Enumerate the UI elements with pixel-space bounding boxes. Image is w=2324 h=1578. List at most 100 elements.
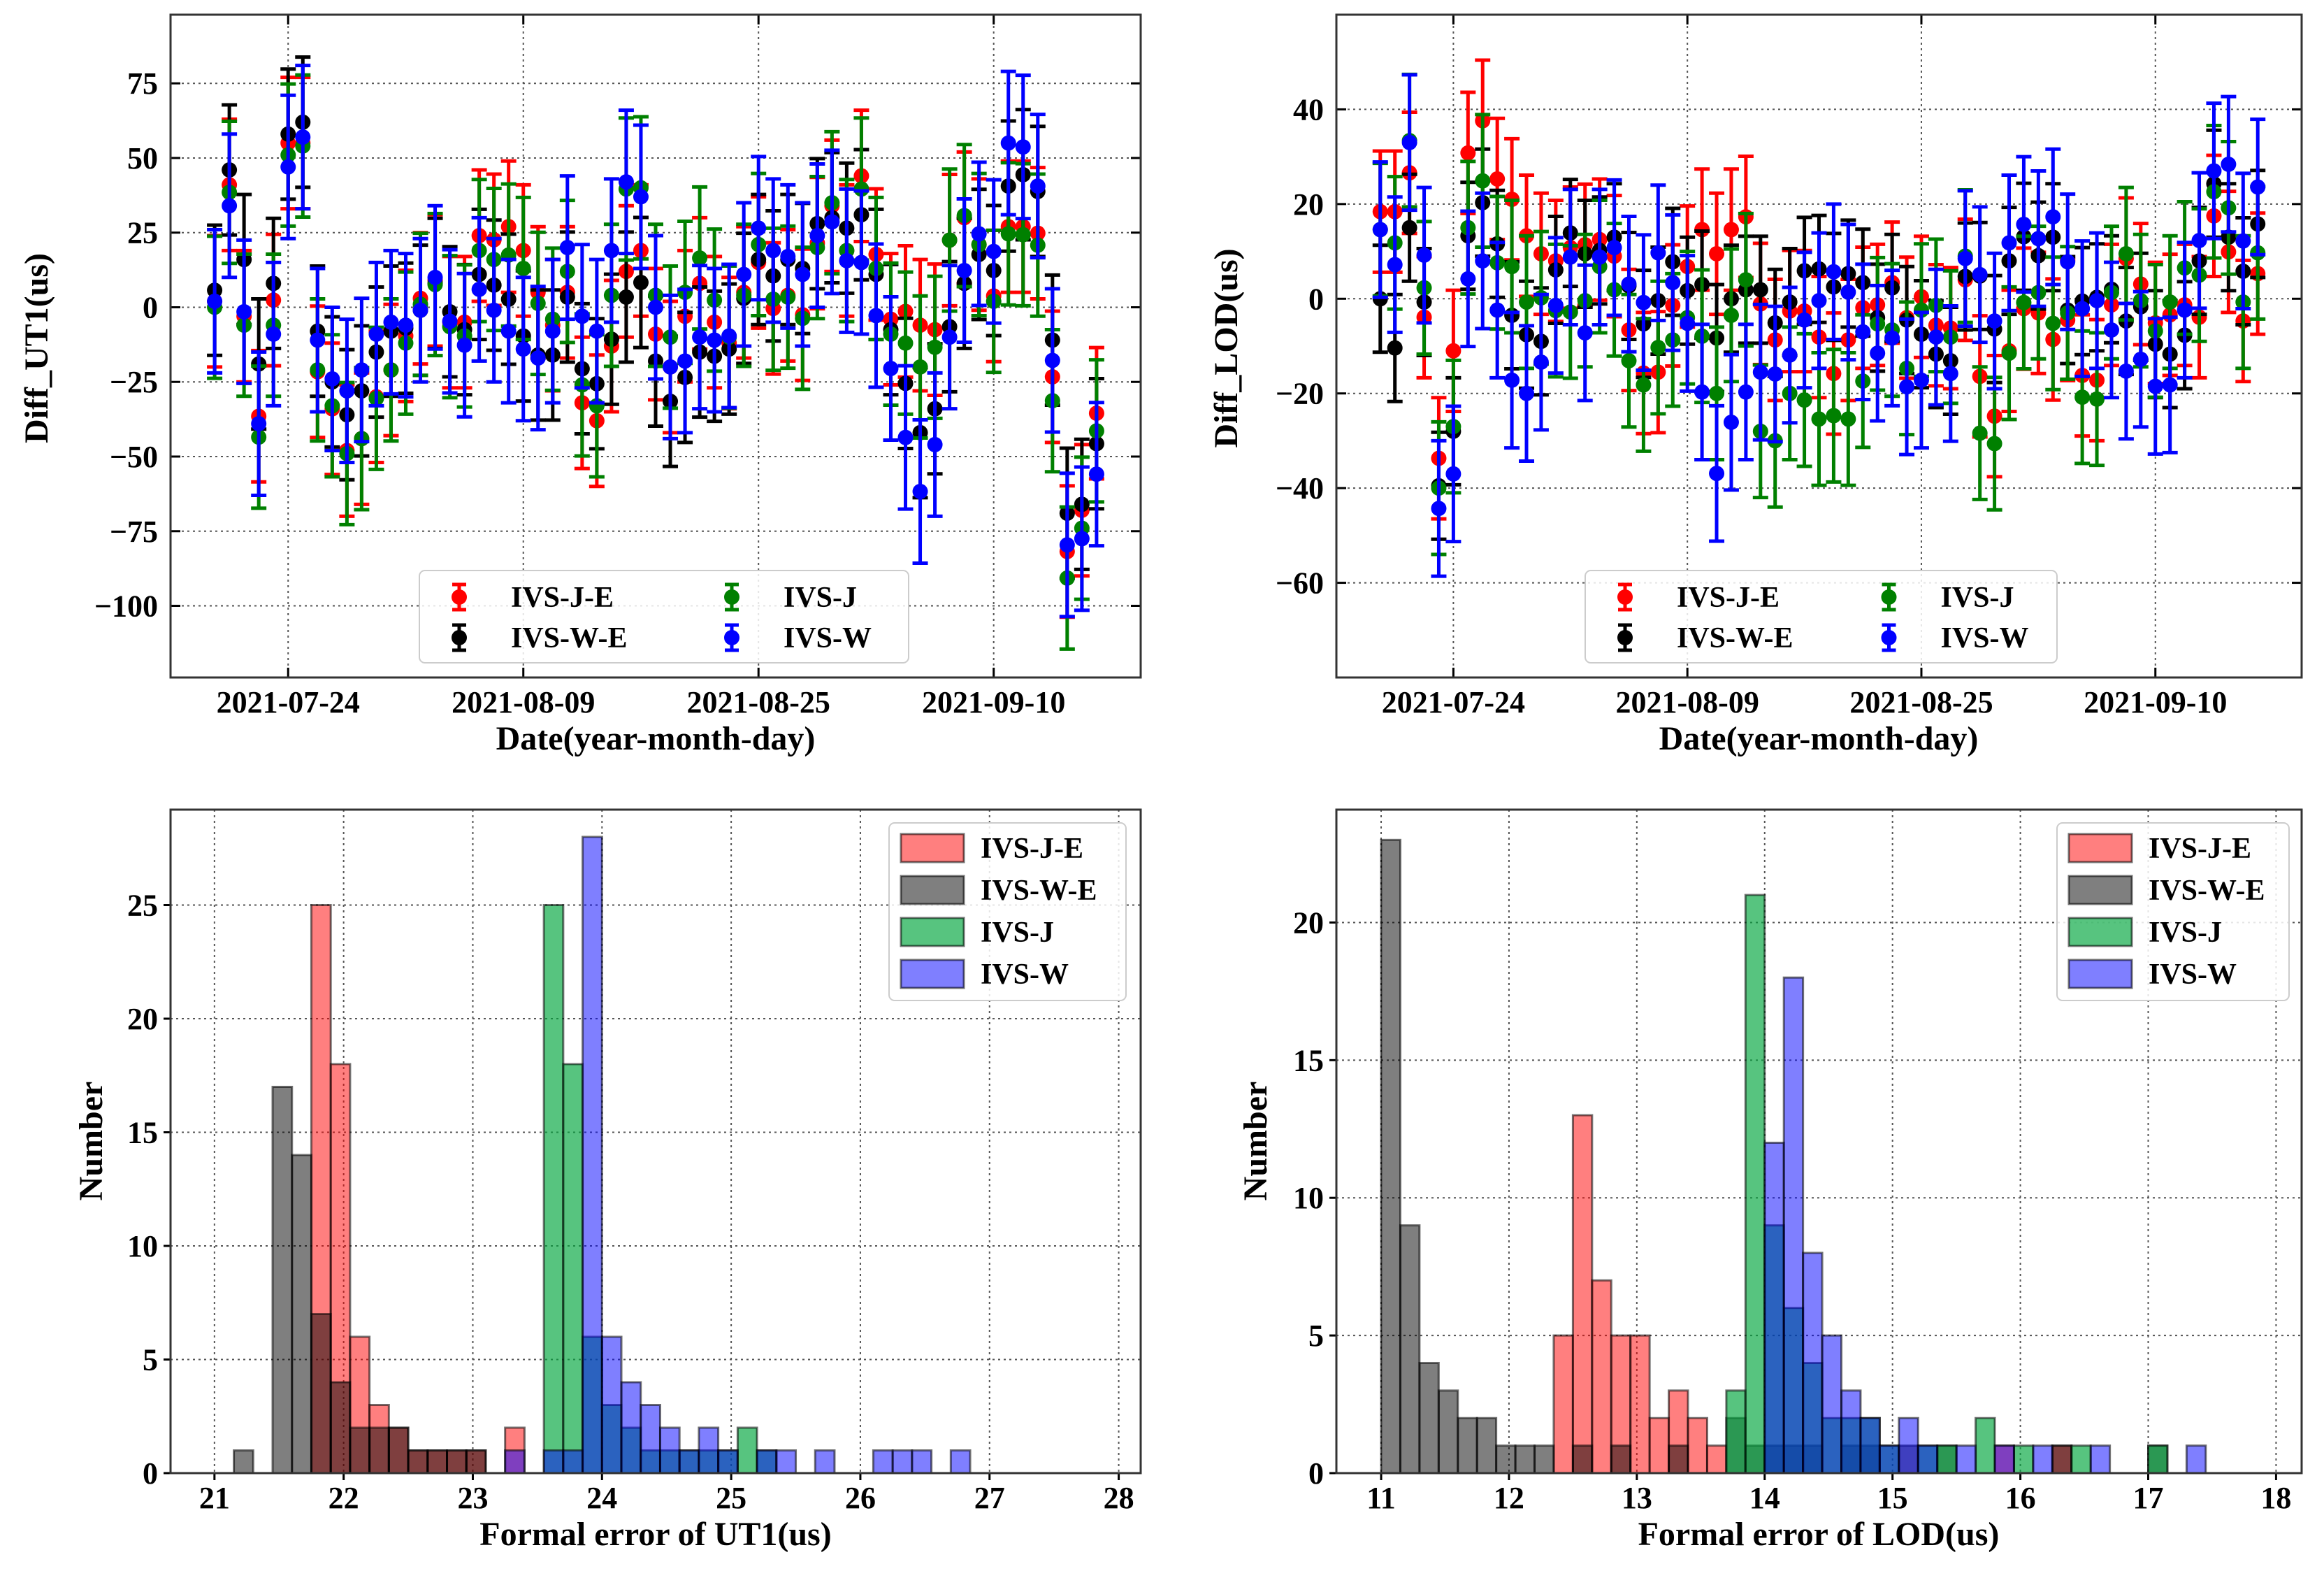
data-point [868, 308, 884, 324]
ut1-diff-panel: Date(year-month-day) Diff_UT1(us) 75 50 25… [18, 13, 1142, 757]
data-point [1621, 352, 1637, 368]
legend-patch-icon [900, 875, 965, 905]
plot-area [233, 835, 972, 1473]
x-tick-label: 11 [1366, 1481, 1396, 1515]
histogram-ivs-w [1763, 976, 2207, 1473]
histogram-bar [640, 1404, 661, 1473]
histogram-bar [542, 1449, 565, 1473]
data-point [456, 337, 472, 353]
histogram-bar [814, 1449, 836, 1473]
legend-box [888, 822, 1127, 1001]
data-point [1796, 392, 1812, 408]
data-point [986, 243, 1002, 259]
x-tick-label: 12 [1494, 1481, 1524, 1515]
data-point [633, 275, 649, 291]
histogram-bar [2051, 1444, 2073, 1473]
legend-label: IVS-W [2149, 959, 2237, 991]
histogram-bar [1571, 1114, 1594, 1473]
data-point [1986, 313, 2002, 329]
data-point [618, 289, 634, 305]
histogram-ivs-w [504, 835, 972, 1473]
data-point [1767, 366, 1783, 382]
data-point [1884, 330, 1900, 346]
histogram-bar [1744, 894, 1766, 1473]
x-tick-label: 2021-08-09 [1616, 685, 1759, 719]
histogram-bar [562, 1063, 584, 1473]
hist-ut1-x-axis-label: Formal error of UT1(us) [479, 1516, 831, 1553]
data-point [1942, 366, 1958, 382]
data-point [1372, 222, 1388, 238]
y-tick-label: −40 [1276, 471, 1324, 505]
lod-diff-panel: Date(year-month-day) Diff_LOD(us) 40 20 0 −… [1208, 13, 2303, 757]
data-point [2162, 294, 2178, 310]
y-tick-label: 15 [127, 1116, 158, 1150]
legend-marker-icon [452, 630, 467, 645]
data-point [1738, 272, 1754, 288]
legend-label: IVS-J-E [1677, 582, 1780, 614]
histogram-bar [465, 1449, 487, 1473]
data-point [2074, 301, 2091, 317]
data-point [1723, 222, 1739, 238]
data-point [1504, 259, 1520, 275]
legend-patch-icon [2067, 959, 2133, 989]
data-point [1636, 294, 1652, 310]
data-point [530, 350, 546, 366]
histogram-bar [329, 1381, 352, 1473]
legend-label: IVS-J [1941, 582, 2014, 614]
plot-area [207, 55, 1104, 651]
data-point [207, 293, 223, 309]
data-point [515, 341, 531, 357]
histogram-bar [1533, 1444, 1555, 1473]
data-point [1782, 347, 1798, 363]
lod-x-axis-label: Date(year-month-day) [1659, 720, 1979, 757]
data-point [2250, 179, 2266, 195]
histogram-bar [1552, 1334, 1574, 1473]
data-point [2177, 302, 2193, 318]
data-point [1752, 364, 1768, 380]
histogram-bar [1936, 1444, 1958, 1473]
histogram-bar [2185, 1444, 2207, 1473]
data-point [2103, 322, 2119, 338]
axes-frame [1335, 13, 2303, 679]
x-tick-label: 27 [974, 1481, 1005, 1515]
data-point [1870, 345, 1886, 361]
data-point [927, 339, 943, 355]
data-point [1928, 329, 1944, 345]
data-point [2089, 391, 2105, 407]
data-point [2221, 156, 2237, 172]
lod-y-axis-label: Diff_LOD(us) [1208, 248, 1245, 447]
data-point [1000, 135, 1016, 151]
data-point [2016, 216, 2032, 232]
data-point [941, 232, 958, 248]
data-point [486, 302, 502, 318]
data-point [427, 269, 443, 285]
y-tick-label: 50 [127, 141, 158, 175]
data-point [1723, 415, 1739, 431]
data-point [1519, 294, 1535, 310]
data-point [1606, 240, 1622, 256]
y-tick-label: −50 [110, 440, 158, 474]
data-point [1489, 171, 1506, 187]
y-tick-label: −75 [110, 515, 158, 549]
series-ivs-w [1372, 73, 2266, 578]
legend-patch-icon [2067, 917, 2133, 947]
data-point [1738, 384, 1754, 400]
data-point [1504, 372, 1520, 388]
data-point [883, 361, 899, 377]
data-point [1577, 325, 1593, 341]
y-tick-label: −25 [110, 365, 158, 399]
histogram-bar [1705, 1444, 1728, 1473]
data-point [280, 159, 296, 175]
data-point [2235, 233, 2251, 249]
histogram-bar [1648, 1416, 1670, 1473]
data-point [897, 429, 914, 445]
data-point [1680, 315, 1696, 331]
legend-label: IVS-W [1941, 622, 2029, 654]
x-tick-label: 17 [2133, 1481, 2164, 1515]
data-point [1650, 245, 1666, 261]
histogram-bar [1840, 1389, 1862, 1473]
data-point [2147, 378, 2163, 394]
histogram-bar [1399, 1224, 1421, 1473]
histogram-bar [1687, 1416, 1708, 1473]
histogram-bar [1571, 1444, 1594, 1473]
